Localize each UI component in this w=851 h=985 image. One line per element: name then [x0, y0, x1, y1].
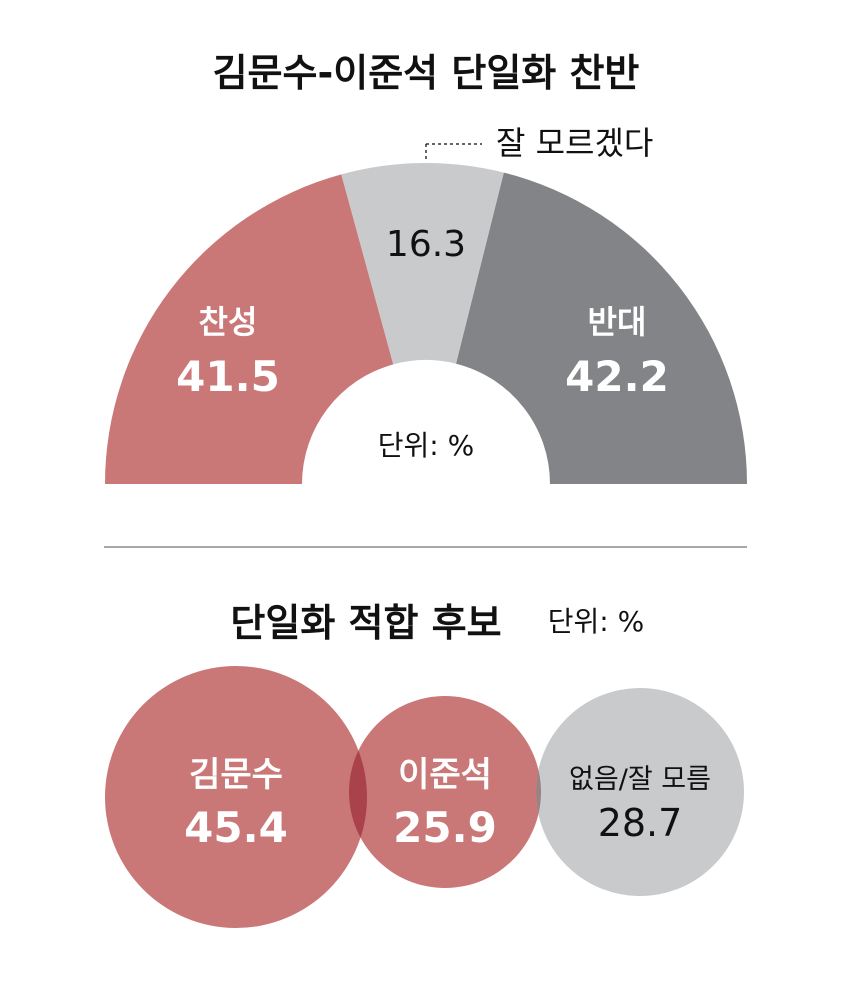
slice-favor — [105, 174, 394, 484]
bubble-none-value: 28.7 — [598, 801, 683, 845]
bubble-chart — [105, 666, 744, 928]
favor-value: 41.5 — [176, 352, 280, 401]
semicircle-chart — [105, 163, 747, 484]
bubble-unit-note: 단위: % — [548, 605, 644, 638]
bubble-lee-value: 25.9 — [393, 803, 497, 852]
bubble-lee-label: 이준석 — [398, 755, 492, 795]
bubble-lee — [349, 696, 541, 888]
semicircle-title: 김문수-이준석 단일화 찬반 — [213, 51, 640, 95]
semicircle-unit-note: 단위: % — [378, 429, 474, 462]
bubble-kim-value: 45.4 — [184, 803, 288, 852]
slice-oppose — [456, 172, 747, 484]
oppose-value: 42.2 — [565, 352, 669, 401]
unsure-label: 잘 모르겠다 — [496, 124, 653, 162]
bubble-kim — [105, 666, 367, 928]
favor-label: 찬성 — [199, 303, 258, 341]
bubble-none-label: 없음/잘 모름 — [569, 764, 711, 795]
bubble-title: 단일화 적합 후보 — [230, 601, 501, 645]
bubble-none — [536, 688, 744, 896]
slice-unsure — [341, 163, 504, 365]
oppose-label: 반대 — [588, 303, 647, 341]
unsure-value: 16.3 — [386, 224, 466, 265]
bubble-kim-label: 김문수 — [189, 755, 283, 795]
